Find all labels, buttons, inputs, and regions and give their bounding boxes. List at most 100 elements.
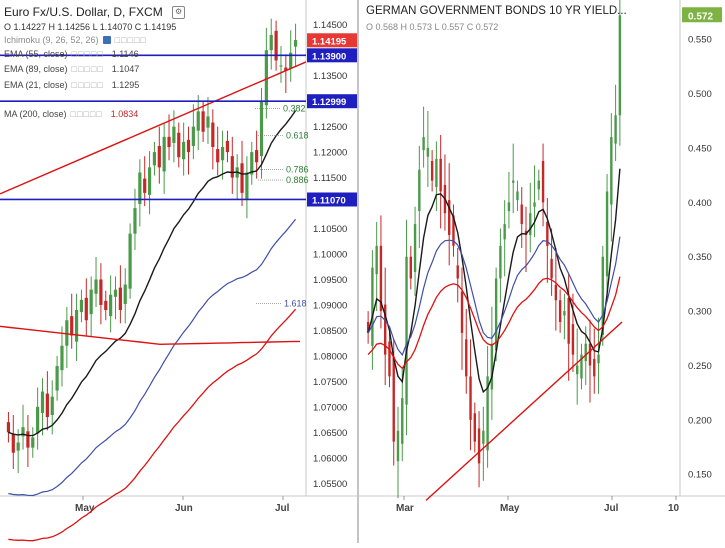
right-candle-body bbox=[473, 413, 476, 442]
right-month-label: May bbox=[500, 503, 520, 514]
right-candle-body bbox=[516, 191, 519, 201]
left-candle-body bbox=[60, 345, 64, 371]
right-candle-body bbox=[448, 200, 451, 235]
level-badge-text: 1.12999 bbox=[312, 97, 346, 108]
ema55-red-line bbox=[8, 308, 297, 542]
right-candle-body bbox=[405, 256, 408, 405]
settings-icon[interactable]: ⚙ bbox=[172, 6, 186, 20]
indicator-value: 1.0834 bbox=[110, 109, 139, 119]
left-candle-body bbox=[36, 406, 40, 434]
indicator-controls-icon[interactable]: □□□□□ bbox=[71, 80, 104, 90]
right-candle-body bbox=[520, 204, 523, 225]
left-candle-body bbox=[128, 233, 132, 289]
right-ohlc: O 0.568 H 0.573 L 0.557 C 0.572 bbox=[366, 22, 499, 32]
level-badge-text: 1.11070 bbox=[312, 195, 346, 206]
indicator-ma200[interactable]: MA (200, close) □□□□□ 1.0834 bbox=[4, 109, 138, 119]
left-month-label: May bbox=[75, 503, 95, 514]
left-price-tick: 1.06000 bbox=[313, 453, 347, 464]
left-chart-title[interactable]: Euro Fx/U.S. Dollar, D, FXCM ⚙ bbox=[4, 5, 186, 20]
right-candle-body bbox=[409, 256, 412, 279]
right-candle-body bbox=[401, 398, 404, 444]
left-candle-body bbox=[289, 52, 293, 69]
left-candle-body bbox=[225, 140, 230, 153]
right-candle-body bbox=[499, 245, 502, 279]
indicator-value: 1.1295 bbox=[111, 80, 140, 90]
left-candle-body bbox=[274, 30, 278, 61]
left-candle-body bbox=[79, 299, 84, 313]
left-price-tick: 1.10000 bbox=[313, 250, 347, 261]
indicator-controls-icon[interactable]: □□□□□ bbox=[70, 109, 103, 119]
right-candle-body bbox=[486, 376, 489, 451]
right-candle-body bbox=[567, 298, 570, 344]
right-current-text: 0.572 bbox=[688, 11, 713, 22]
left-candle-body bbox=[40, 391, 45, 413]
left-candle-body bbox=[264, 50, 268, 106]
left-candle-body bbox=[206, 116, 210, 128]
left-candle-body bbox=[45, 393, 49, 418]
ichimoku-icon[interactable] bbox=[102, 36, 111, 44]
left-candle-body bbox=[191, 126, 195, 146]
left-candle-body bbox=[21, 427, 25, 437]
left-candle-body bbox=[109, 294, 113, 317]
right-candle-body bbox=[388, 341, 391, 377]
indicator-label: EMA (55, close) bbox=[4, 49, 68, 59]
right-ema-red bbox=[367, 276, 621, 370]
left-candle-body bbox=[26, 431, 30, 448]
right-candle-body bbox=[430, 161, 434, 181]
right-candle-body bbox=[563, 311, 566, 316]
right-candle-body bbox=[379, 245, 383, 312]
left-price-tick: 1.08000 bbox=[313, 351, 347, 362]
right-yield-tick: 0.200 bbox=[688, 415, 712, 426]
right-candle-body bbox=[460, 291, 464, 333]
right-candle-body bbox=[477, 428, 481, 464]
indicator-controls-icon[interactable]: □□□□□ bbox=[71, 64, 104, 74]
ema89-line bbox=[8, 218, 297, 497]
right-candle-body bbox=[507, 202, 511, 212]
right-candle-body bbox=[456, 265, 459, 279]
right-candle-body bbox=[546, 221, 549, 246]
indicator-ichimoku[interactable]: Ichimoku (9, 26, 52, 26) □□□□□ bbox=[4, 35, 147, 45]
indicator-ema55[interactable]: EMA (55, close) □□□□□ 1.1146 bbox=[4, 49, 139, 59]
right-candle-body bbox=[524, 230, 528, 235]
right-candle-body bbox=[550, 258, 553, 279]
fib-label: 0.382 bbox=[283, 103, 306, 113]
left-candle-body bbox=[16, 442, 20, 451]
right-long-ma bbox=[425, 321, 623, 501]
right-candle-body bbox=[465, 339, 468, 377]
left-candle-body bbox=[152, 152, 157, 166]
left-candle-body bbox=[133, 208, 137, 234]
right-yield-tick: 0.300 bbox=[688, 307, 712, 318]
indicator-ema21[interactable]: EMA (21, close) □□□□□ 1.1295 bbox=[4, 80, 139, 90]
left-trendline bbox=[0, 61, 307, 195]
right-yield-tick: 0.450 bbox=[688, 143, 712, 154]
indicator-controls-icon[interactable]: □□□□□ bbox=[114, 35, 147, 45]
left-price-tick: 1.14500 bbox=[313, 20, 347, 31]
left-candle-body bbox=[220, 147, 225, 161]
left-month-label: Jun bbox=[175, 503, 193, 514]
right-candle-body bbox=[618, 15, 622, 116]
right-candle-body bbox=[469, 376, 472, 420]
right-candle-body bbox=[588, 343, 592, 366]
left-candle-body bbox=[147, 167, 152, 195]
left-month-label: Jul bbox=[275, 503, 290, 514]
right-ema-black bbox=[367, 168, 621, 394]
left-candle-body bbox=[255, 150, 259, 163]
left-price-tick: 1.12000 bbox=[313, 148, 347, 159]
indicator-ema89[interactable]: EMA (89, close) □□□□□ 1.1047 bbox=[4, 64, 139, 74]
right-candle-body bbox=[541, 161, 545, 203]
left-candle-body bbox=[259, 101, 264, 157]
left-candle-body bbox=[138, 172, 142, 205]
right-candle-body bbox=[529, 213, 532, 235]
level-badge bbox=[307, 94, 357, 109]
left-candle-body bbox=[245, 172, 249, 199]
left-candle-body bbox=[89, 289, 93, 315]
right-candle-body bbox=[435, 158, 438, 188]
indicator-controls-icon[interactable]: □□□□□ bbox=[71, 49, 104, 59]
left-candle-body bbox=[284, 67, 288, 71]
left-price-tick: 1.09000 bbox=[313, 300, 347, 311]
left-price-tick: 1.12500 bbox=[313, 122, 347, 133]
indicator-value: 1.1146 bbox=[111, 49, 139, 59]
right-candle-body bbox=[439, 158, 442, 192]
right-chart-title[interactable]: GERMAN GOVERNMENT BONDS 10 YR YIELD... bbox=[366, 5, 627, 17]
